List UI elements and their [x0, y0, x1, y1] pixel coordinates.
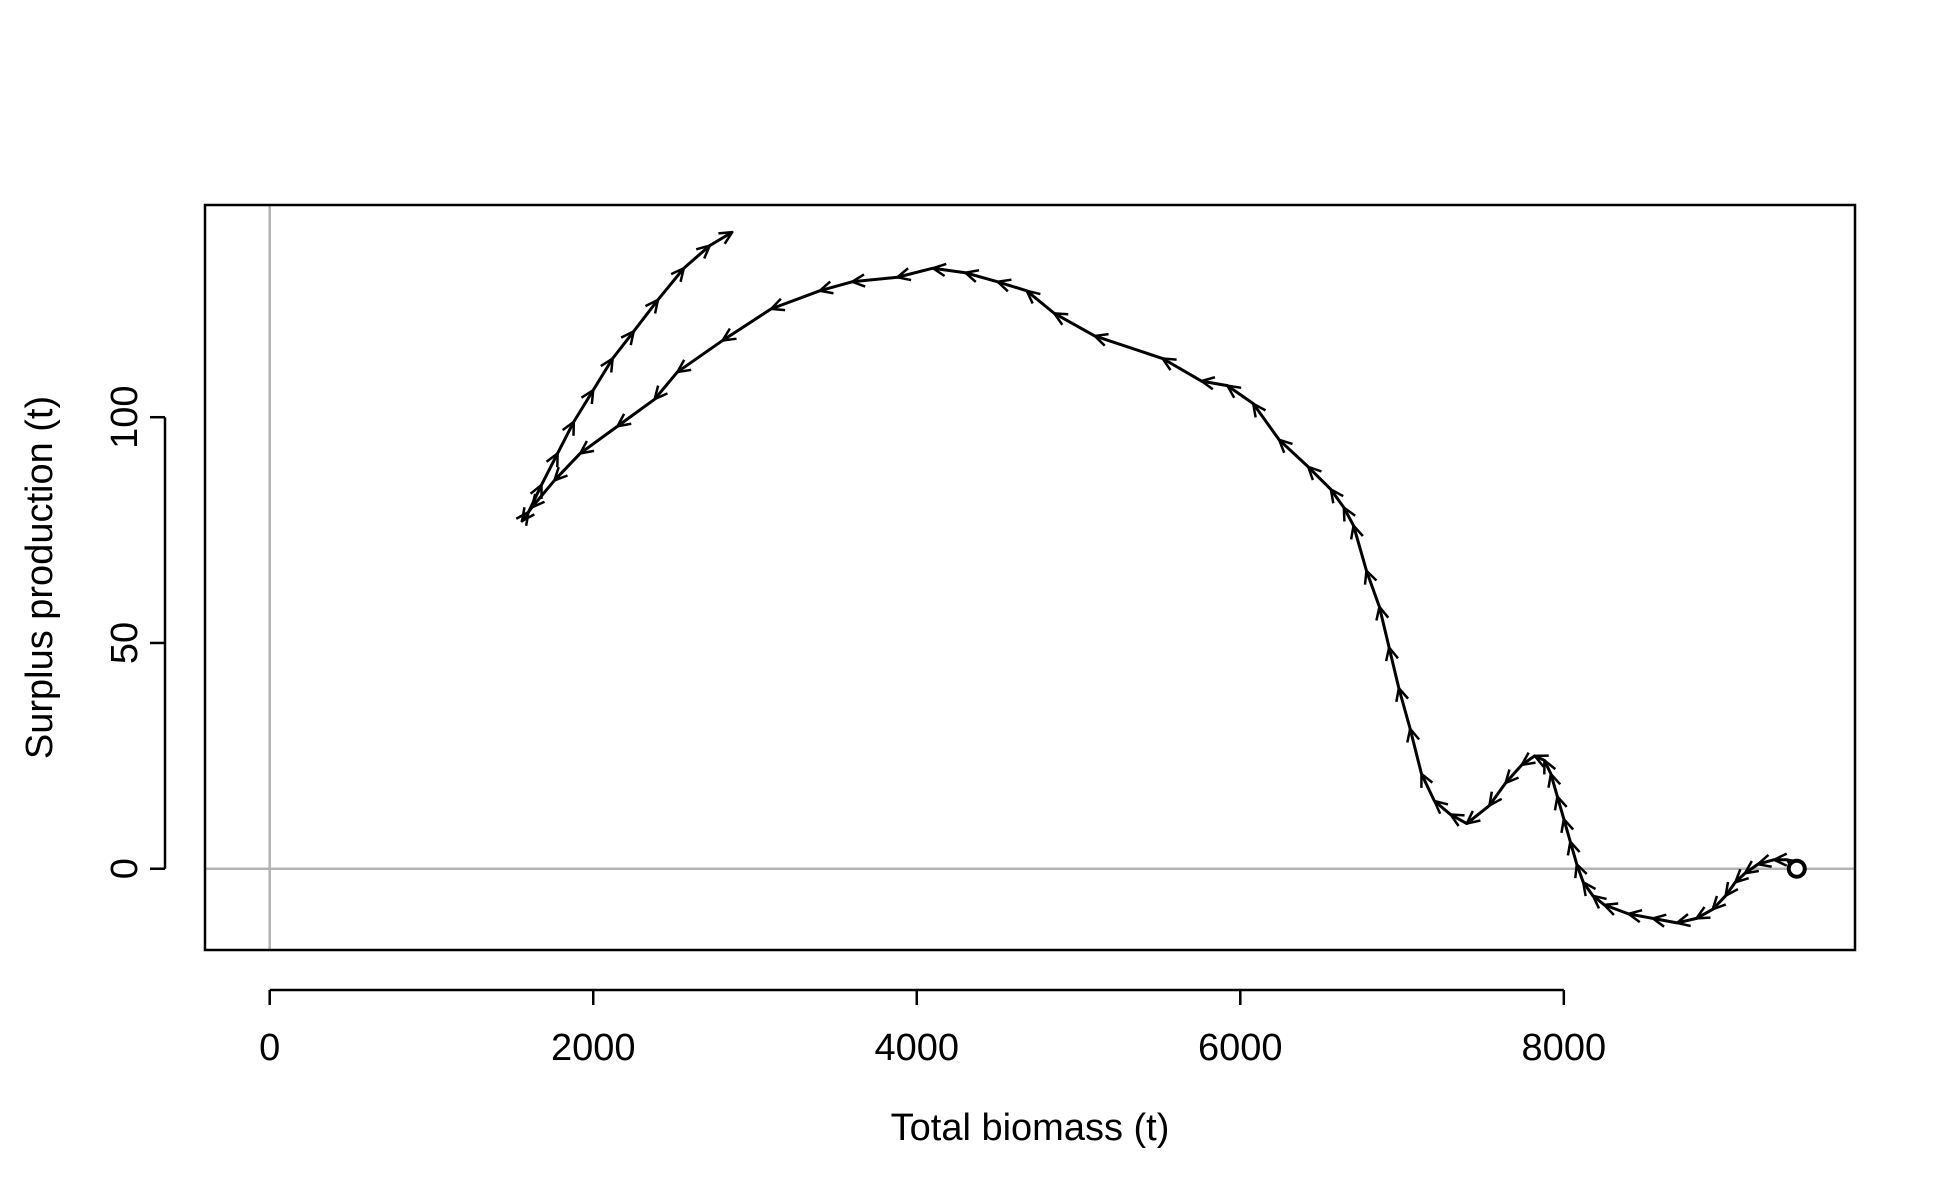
trajectory-arrowhead — [1161, 357, 1177, 371]
plot-frame — [203, 203, 1857, 952]
trajectory-arrowhead — [1053, 312, 1069, 326]
trajectory-arrowhead — [1520, 752, 1536, 767]
trajectory-arrowhead — [896, 267, 912, 282]
trajectory-arrowhead — [1384, 646, 1399, 662]
x-tick-label: 2000 — [551, 1027, 636, 1069]
plot-area — [205, 205, 1855, 950]
trajectory-arrowhead — [1603, 902, 1619, 916]
y-tick-label: 0 — [104, 858, 146, 879]
trajectory-arrowhead — [1093, 332, 1109, 347]
trajectory-arrowhead — [1675, 913, 1691, 928]
trajectory-arrowhead — [530, 493, 546, 509]
trajectory-series — [515, 230, 1807, 928]
trajectory-arrowhead — [1342, 506, 1356, 522]
trajectory-arrowhead — [769, 297, 786, 312]
trajectory-arrowhead — [1420, 772, 1434, 788]
trajectory-arrowhead — [1734, 868, 1750, 884]
trajectory-arrowhead — [1025, 289, 1041, 305]
x-tick-label: 8000 — [1522, 1027, 1607, 1069]
trajectory-arrowhead — [1375, 605, 1390, 621]
x-axis-label: Total biomass (t) — [891, 1107, 1170, 1149]
trajectory-arrowhead — [1329, 488, 1344, 504]
trajectory-arrowhead — [1395, 686, 1410, 703]
trajectory-arrowhead — [553, 466, 568, 482]
x-tick-label: 0 — [259, 1027, 280, 1069]
trajectory-arrowhead — [1772, 852, 1788, 867]
trajectory-arrowhead — [1574, 862, 1588, 879]
trajectory-arrowhead — [850, 273, 866, 288]
trajectory-arrowhead — [620, 330, 635, 346]
trajectory-arrowhead — [1627, 908, 1643, 924]
trajectory-arrowhead — [1756, 854, 1772, 868]
x-tick-label: 4000 — [874, 1027, 959, 1069]
trajectory-arrowhead — [580, 388, 595, 405]
trajectory-arrowhead — [1433, 799, 1449, 815]
trajectory-arrowhead — [616, 413, 632, 428]
trajectory-arrowhead — [1306, 465, 1322, 481]
trajectory-arrowhead — [1277, 438, 1293, 454]
trajectory-arrowhead — [1449, 813, 1465, 827]
trajectory-arrowhead — [670, 266, 686, 283]
trajectory-arrowhead — [1724, 881, 1739, 898]
trajectory-arrowhead — [1543, 759, 1557, 775]
trajectory-arrowhead — [1651, 913, 1667, 928]
trajectory-arrowhead — [1711, 895, 1727, 911]
y-tick-label: 100 — [104, 386, 146, 449]
trajectory-arrowhead — [1533, 754, 1549, 768]
y-axis-label: Surplus production (t) — [19, 396, 61, 759]
trajectory-arrowhead — [931, 262, 947, 278]
trajectory-arrowhead — [1200, 376, 1216, 391]
x-tick-label: 6000 — [1198, 1027, 1283, 1069]
trajectory-arrowhead — [561, 420, 576, 436]
trajectory-arrowhead — [1406, 727, 1421, 743]
trajectory-arrowhead — [718, 230, 734, 245]
trajectory-arrowhead — [579, 440, 595, 455]
trajectory-arrowhead — [818, 280, 834, 295]
trajectory-arrowhead — [1566, 840, 1581, 856]
trajectory-arrowhead — [1349, 524, 1364, 540]
axes: 0 2000 4000 6000 8000 0 50 100 — [104, 386, 1606, 1069]
trajectory-arrowhead — [1251, 402, 1267, 418]
trajectory-arrowhead — [721, 327, 737, 342]
trajectory-arrowhead — [1581, 881, 1597, 897]
trajectory-arrowhead — [1553, 795, 1568, 811]
trajectory-arrowhead — [1488, 791, 1503, 807]
trajectory-arrowhead — [1743, 860, 1760, 875]
trajectory-line — [520, 230, 1798, 925]
trajectory-arrowhead — [644, 298, 660, 314]
trajectory-arrowhead — [1591, 894, 1607, 909]
trajectory-arrowhead — [964, 269, 980, 283]
trajectory-arrowhead — [996, 278, 1012, 293]
trajectory-arrowhead — [1465, 810, 1481, 825]
trajectory-arrowhead — [529, 483, 543, 499]
trajectory-arrowhead — [515, 510, 530, 527]
trajectory-arrowhead — [600, 357, 614, 373]
trajectory-arrowhead — [676, 359, 692, 374]
trajectory-arrowhead — [653, 385, 668, 401]
trajectory-arrowhead — [520, 507, 535, 523]
trajectory-arrowhead — [1560, 817, 1575, 834]
trajectory-arrowhead — [695, 244, 711, 260]
start-point-marker — [1786, 858, 1807, 879]
trajectory-arrowhead — [545, 452, 559, 468]
y-tick-label: 50 — [104, 622, 146, 664]
trajectory-arrowhead — [1695, 906, 1711, 920]
trajectory-arrowhead — [1504, 769, 1520, 785]
trajectory-arrowhead — [1363, 569, 1378, 585]
trajectory-arrowhead — [1547, 772, 1562, 788]
trajectory-arrowhead — [1226, 384, 1242, 399]
